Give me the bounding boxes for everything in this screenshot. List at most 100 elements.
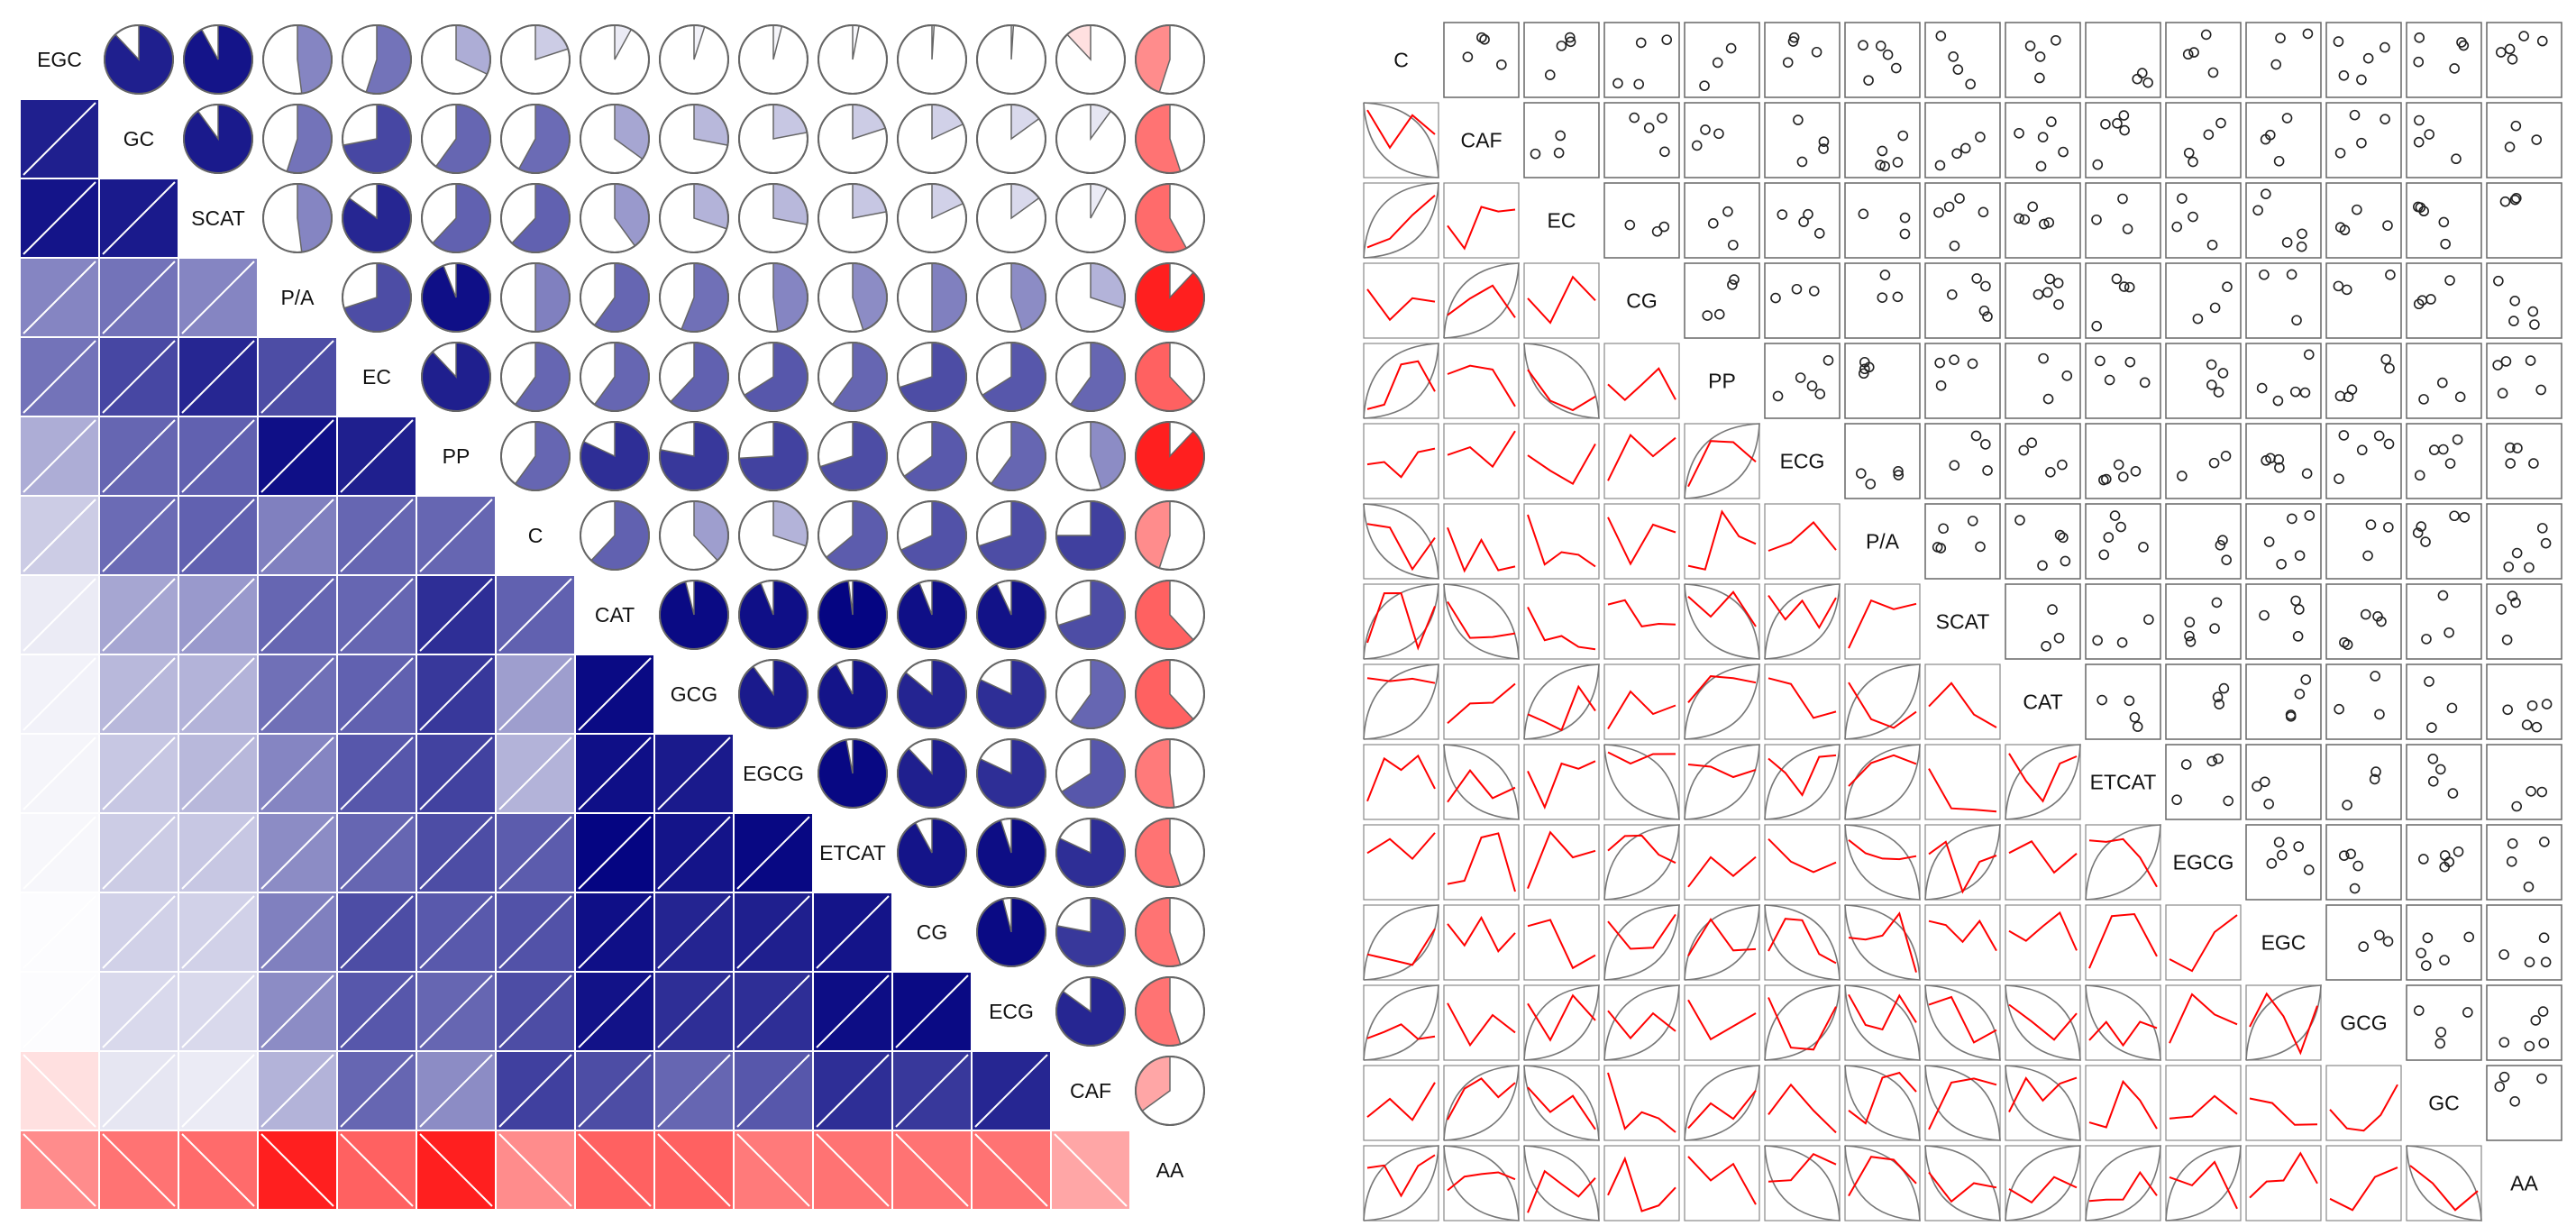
pie-cell — [262, 24, 333, 95]
scatter-panel — [2406, 343, 2482, 419]
pie-cell — [818, 659, 888, 729]
scatter-panel — [1764, 343, 1841, 419]
line-panel — [1363, 824, 1439, 901]
pie-cell — [421, 183, 491, 253]
line-panel — [1764, 1145, 1841, 1221]
shade-cell — [336, 1130, 417, 1211]
line-panel — [1764, 583, 1841, 660]
shade-cell — [98, 892, 179, 973]
line-panel — [1844, 744, 1921, 820]
scatter-panel — [1764, 22, 1841, 98]
line-panel — [2325, 1065, 2402, 1141]
shade-cell — [574, 892, 655, 973]
shade-cell — [1050, 1130, 1131, 1211]
pie-cell — [421, 24, 491, 95]
pie-cell — [1135, 580, 1205, 650]
line-panel — [2085, 904, 2161, 981]
shade-cell — [495, 654, 576, 735]
shade-cell — [891, 971, 973, 1052]
scatterplot-matrix: C CAF EC CG PP ECG P/A SCAT CAT ETCAT EGCG EGC GCG GC… — [1363, 22, 2562, 1221]
line-panel — [1684, 503, 1760, 580]
pie-cell — [1135, 818, 1205, 888]
line-panel — [1363, 423, 1439, 499]
line-panel — [1363, 1145, 1439, 1221]
scatter-panel — [1844, 423, 1921, 499]
pie-cell — [976, 342, 1046, 412]
scatter-panel — [2165, 583, 2242, 660]
line-panel — [1363, 343, 1439, 419]
shade-cell — [336, 733, 417, 814]
variable-label: SCAT — [1936, 610, 1990, 634]
line-panel — [2245, 1065, 2322, 1141]
line-panel — [1603, 343, 1680, 419]
shade-cell — [178, 971, 259, 1052]
line-panel — [1844, 1145, 1921, 1221]
shade-cell — [19, 495, 100, 576]
shade-cell — [812, 892, 893, 973]
pie-cell — [1135, 421, 1205, 491]
line-panel — [1844, 824, 1921, 901]
pie-cell — [342, 183, 412, 253]
variable-label: C — [528, 524, 544, 547]
line-panel — [2165, 1065, 2242, 1141]
line-panel — [1363, 182, 1439, 259]
variable-label: CAT — [2023, 691, 2062, 714]
line-panel — [2165, 1145, 2242, 1221]
scatter-panel — [2486, 102, 2562, 178]
line-panel — [1363, 663, 1439, 740]
scatter-panel — [2325, 904, 2402, 981]
pie-cell — [500, 24, 571, 95]
shade-cell — [336, 654, 417, 735]
line-panel — [2085, 1065, 2161, 1141]
scatter-panel — [2085, 663, 2161, 740]
pie-cell — [976, 580, 1046, 650]
line-panel — [1844, 663, 1921, 740]
shade-cell — [257, 892, 338, 973]
pie-cell — [580, 24, 650, 95]
scatter-panel — [2325, 503, 2402, 580]
line-panel — [1363, 503, 1439, 580]
pie-cell — [659, 24, 729, 95]
shade-cell — [98, 574, 179, 655]
line-panel — [2165, 984, 2242, 1061]
shade-cell — [653, 1050, 735, 1131]
shade-cell — [416, 495, 497, 576]
line-panel — [1603, 423, 1680, 499]
line-panel — [1603, 1065, 1680, 1141]
scatter-panel — [1684, 22, 1760, 98]
shade-cell — [733, 971, 814, 1052]
line-panel — [1924, 824, 2001, 901]
scatter-panel — [2245, 583, 2322, 660]
shade-cell — [336, 416, 417, 497]
pie-cell — [1055, 738, 1126, 809]
pie-cell — [897, 421, 967, 491]
line-panel — [1363, 102, 1439, 178]
line-panel — [2325, 1145, 2402, 1221]
shade-cell — [178, 1130, 259, 1211]
scatter-panel — [2486, 503, 2562, 580]
variable-label: CAF — [1461, 129, 1503, 152]
scatter-panel — [2406, 262, 2482, 339]
line-panel — [1443, 343, 1520, 419]
line-panel — [1443, 182, 1520, 259]
line-panel — [1924, 663, 2001, 740]
scatter-panel — [1764, 182, 1841, 259]
scatter-panel — [2165, 343, 2242, 419]
shade-cell — [733, 812, 814, 893]
line-panel — [2005, 1145, 2081, 1221]
shade-cell — [19, 1130, 100, 1211]
shade-cell — [812, 1050, 893, 1131]
scatter-panel — [2005, 182, 2081, 259]
pie-cell — [580, 262, 650, 333]
scatter-panel — [1684, 262, 1760, 339]
pie-cell — [183, 24, 253, 95]
line-panel — [1363, 1065, 1439, 1141]
line-panel — [1443, 262, 1520, 339]
line-panel — [2245, 984, 2322, 1061]
variable-label: EC — [362, 365, 391, 389]
scatter-panel — [2085, 22, 2161, 98]
pie-cell — [738, 104, 808, 174]
shade-cell — [416, 574, 497, 655]
pie-cell — [1055, 500, 1126, 571]
shade-cell — [495, 812, 576, 893]
